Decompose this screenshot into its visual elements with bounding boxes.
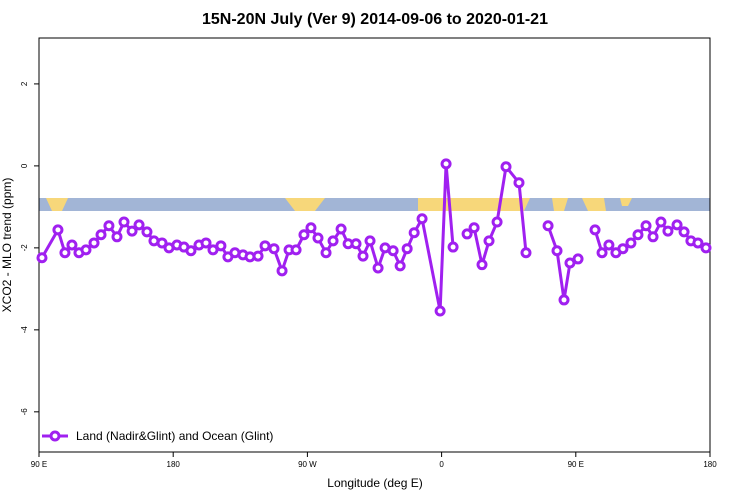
point bbox=[259, 240, 271, 252]
legend-marker bbox=[49, 430, 61, 442]
point bbox=[551, 245, 563, 257]
point bbox=[476, 259, 488, 271]
point bbox=[408, 227, 420, 239]
x-tick-label: 0 bbox=[439, 460, 444, 469]
point bbox=[603, 239, 615, 251]
point bbox=[678, 226, 690, 238]
y-tick-label: -2 bbox=[20, 244, 29, 252]
chart-title: 15N-20N July (Ver 9) 2014-09-06 to 2020-… bbox=[202, 11, 548, 28]
point bbox=[483, 235, 495, 247]
point bbox=[500, 161, 512, 173]
y-tick-label: -6 bbox=[20, 408, 29, 416]
x-tick-label: 90 W bbox=[298, 460, 317, 469]
x-tick-label: 90 E bbox=[568, 460, 584, 469]
point bbox=[468, 222, 480, 234]
point bbox=[364, 235, 376, 247]
point bbox=[520, 247, 532, 259]
point bbox=[647, 231, 659, 243]
point bbox=[640, 220, 652, 232]
point bbox=[440, 158, 452, 170]
point bbox=[416, 213, 428, 225]
point bbox=[662, 225, 674, 237]
point bbox=[655, 216, 667, 228]
point bbox=[596, 247, 608, 259]
point bbox=[111, 231, 123, 243]
y-axis-label: XCO2 - MLO trend (ppm) bbox=[0, 178, 14, 313]
point bbox=[394, 260, 406, 272]
point bbox=[572, 253, 584, 265]
point bbox=[156, 237, 168, 249]
point bbox=[66, 239, 78, 251]
point bbox=[88, 237, 100, 249]
point bbox=[447, 241, 459, 253]
point bbox=[625, 237, 637, 249]
ocean-band bbox=[39, 198, 710, 211]
point bbox=[589, 224, 601, 236]
point bbox=[350, 238, 362, 250]
x-tick-label: 180 bbox=[703, 460, 717, 469]
point bbox=[36, 252, 48, 264]
point bbox=[298, 229, 310, 241]
point bbox=[126, 225, 138, 237]
point bbox=[80, 244, 92, 256]
point bbox=[434, 305, 446, 317]
x-tick-label: 90 E bbox=[31, 460, 47, 469]
point bbox=[103, 220, 115, 232]
land-patch bbox=[46, 198, 632, 211]
point bbox=[327, 235, 339, 247]
point bbox=[141, 226, 153, 238]
point bbox=[59, 247, 71, 259]
y-tick-label: -4 bbox=[20, 326, 29, 334]
legend-label: Land (Nadir&Glint) and Ocean (Glint) bbox=[76, 429, 273, 443]
point bbox=[700, 242, 712, 254]
point bbox=[491, 216, 503, 228]
point bbox=[320, 247, 332, 259]
point bbox=[357, 250, 369, 262]
point bbox=[461, 228, 473, 240]
point bbox=[692, 237, 704, 249]
x-axis-label: Longitude (deg E) bbox=[327, 476, 422, 490]
point bbox=[305, 222, 317, 234]
point bbox=[542, 220, 554, 232]
point bbox=[312, 232, 324, 244]
point bbox=[207, 244, 219, 256]
point bbox=[95, 229, 107, 241]
point bbox=[513, 177, 525, 189]
point bbox=[632, 229, 644, 241]
x-tick-label: 180 bbox=[167, 460, 181, 469]
point bbox=[200, 237, 212, 249]
point bbox=[252, 250, 264, 262]
point bbox=[52, 224, 64, 236]
point bbox=[671, 219, 683, 231]
point bbox=[401, 243, 413, 255]
point bbox=[335, 223, 347, 235]
land-mask-strip bbox=[39, 198, 710, 211]
y-tick-label: 0 bbox=[20, 163, 29, 168]
y-tick-label: 2 bbox=[20, 81, 29, 86]
point bbox=[564, 257, 576, 269]
point bbox=[276, 265, 288, 277]
point bbox=[290, 244, 302, 256]
point bbox=[215, 240, 227, 252]
point bbox=[372, 262, 384, 274]
series bbox=[36, 158, 712, 317]
point bbox=[617, 243, 629, 255]
point bbox=[387, 245, 399, 257]
point bbox=[185, 245, 197, 257]
point bbox=[558, 294, 570, 306]
point bbox=[133, 219, 145, 231]
legend: Land (Nadir&Glint) and Ocean (Glint) bbox=[42, 429, 273, 443]
point bbox=[118, 216, 130, 228]
point bbox=[268, 243, 280, 255]
